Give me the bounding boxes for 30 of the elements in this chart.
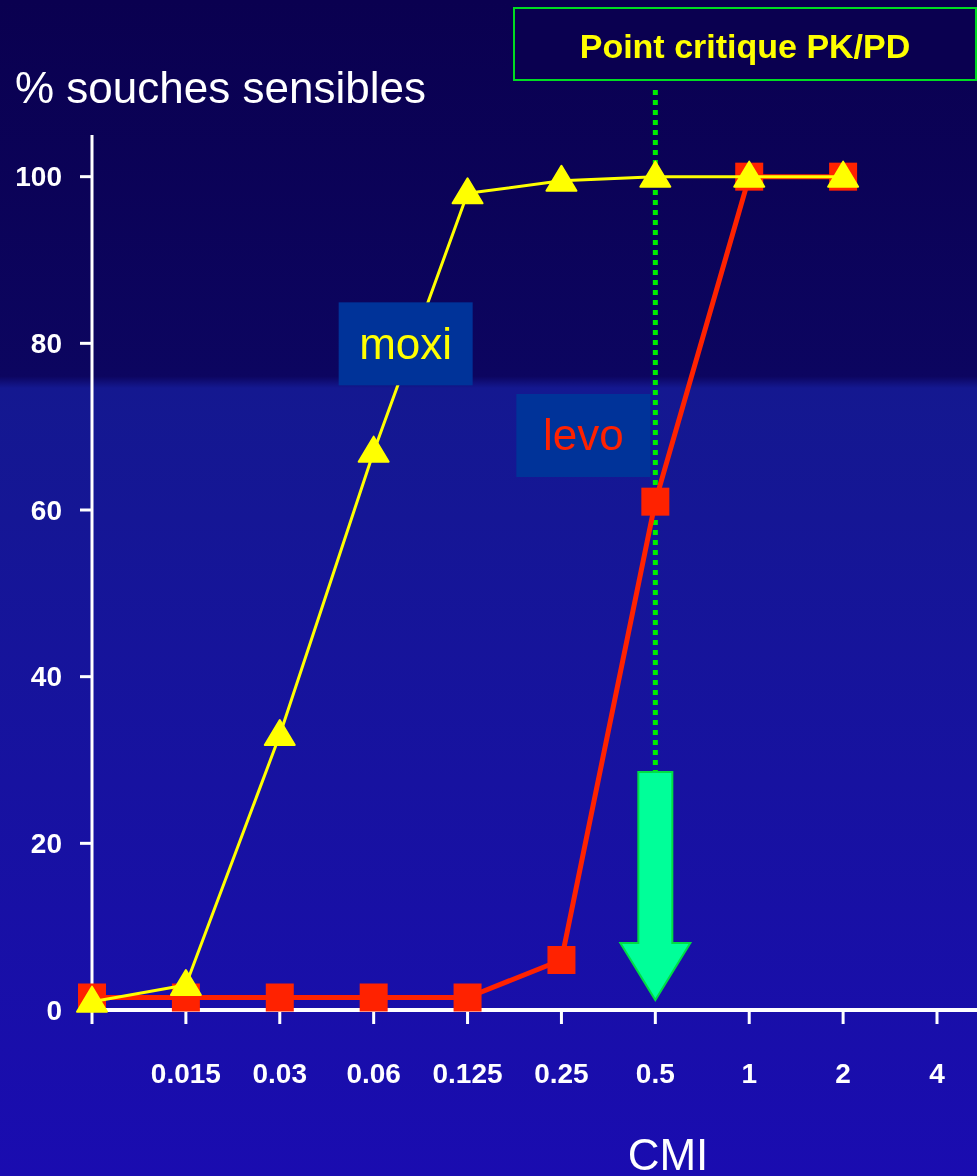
y-tick-label: 40 [30, 661, 62, 693]
point [265, 983, 294, 1012]
point [641, 487, 670, 516]
x-tick-label: 4 [929, 1058, 946, 1089]
y-axis-title: % souches sensibles [15, 63, 426, 112]
point [545, 164, 578, 192]
x-tick-label: 0.25 [534, 1058, 589, 1089]
point [263, 719, 296, 746]
point [453, 983, 482, 1012]
x-tick-label: 0.5 [635, 1058, 675, 1089]
y-tick-label: 80 [30, 328, 62, 360]
x-tick-label: 0.03 [252, 1058, 308, 1089]
ref-line-label: Point critique PK/PD [579, 26, 911, 65]
point [359, 983, 388, 1012]
x-axis-title: CMI [627, 1130, 709, 1176]
x-tick-label: 0.015 [150, 1058, 221, 1089]
y-tick-label: 20 [30, 828, 62, 860]
series-label: moxi [359, 318, 453, 368]
y-tick-label: 0 [46, 994, 62, 1026]
point [547, 946, 576, 974]
x-tick-label: 0.125 [432, 1058, 503, 1089]
x-tick-label: 2 [835, 1058, 851, 1089]
y-tick-label: 100 [15, 161, 62, 193]
x-tick-label: 1 [741, 1058, 758, 1089]
x-tick-label: 0.06 [346, 1058, 401, 1089]
series-label: levo [542, 410, 624, 460]
y-tick-label: 60 [30, 494, 62, 526]
point [357, 435, 390, 463]
point [451, 177, 484, 205]
point [639, 160, 672, 188]
